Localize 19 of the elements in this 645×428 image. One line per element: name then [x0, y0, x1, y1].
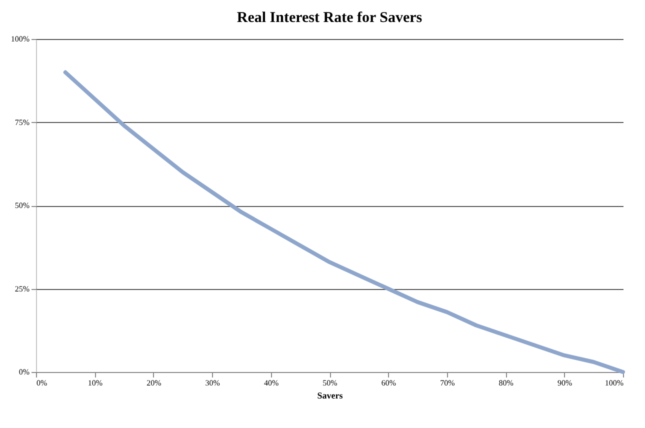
x-tick-label: 0% [36, 378, 48, 388]
x-tick-label: 70% [440, 378, 456, 388]
chart-title: Real Interest Rate for Savers [236, 10, 422, 26]
x-tick-label: 50% [322, 378, 338, 388]
x-tick-label: 60% [381, 378, 396, 388]
y-tick-label: 25% [14, 284, 30, 294]
x-axis-title: Savers [317, 390, 344, 400]
x-tick-label: 80% [498, 378, 514, 388]
y-tick-label: 50% [14, 201, 30, 210]
x-tick-label: 40% [264, 378, 279, 388]
line-series [63, 70, 625, 374]
y-tick-label: 0% [18, 368, 30, 376]
x-tick-label: 20% [146, 378, 162, 388]
x-tick-label: 90% [557, 378, 572, 388]
x-tick-label: 100% [604, 378, 624, 388]
y-tick-label: 75% [14, 118, 30, 127]
x-tick-label: 30% [205, 378, 220, 388]
x-tick-label: 10% [88, 378, 103, 388]
y-tick-label: 100% [10, 34, 30, 44]
